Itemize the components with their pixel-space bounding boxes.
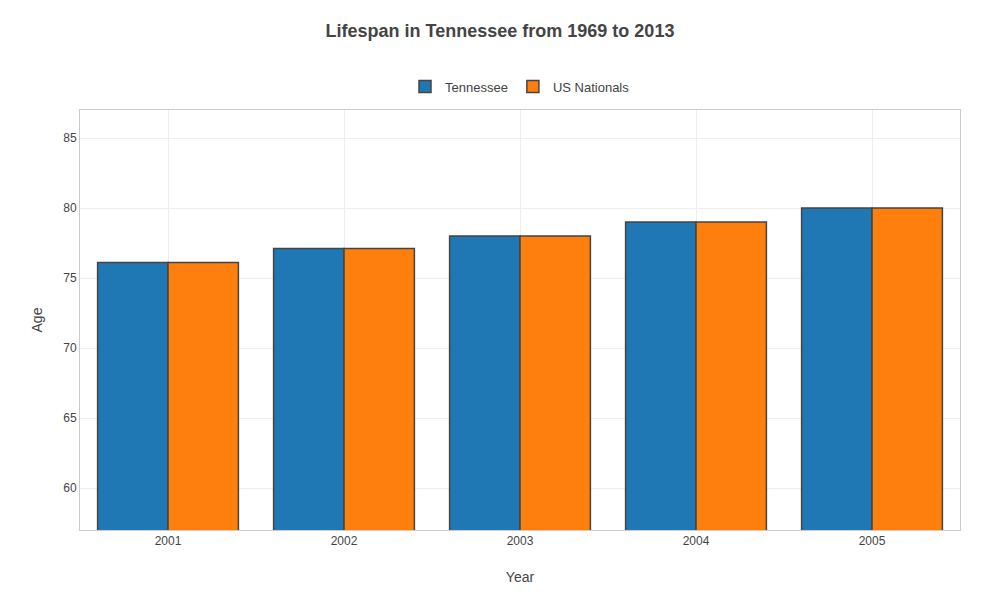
svg-text:Tennessee: Tennessee	[445, 80, 508, 95]
svg-text:2003: 2003	[507, 534, 534, 548]
svg-text:70: 70	[63, 341, 77, 355]
svg-text:80: 80	[63, 201, 77, 215]
svg-text:Lifespan in Tennessee from 196: Lifespan in Tennessee from 1969 to 2013	[326, 21, 675, 41]
svg-text:75: 75	[63, 271, 77, 285]
svg-text:Year: Year	[506, 569, 535, 585]
svg-text:2002: 2002	[331, 534, 358, 548]
svg-text:65: 65	[63, 411, 77, 425]
svg-text:2005: 2005	[859, 534, 886, 548]
svg-text:2001: 2001	[155, 534, 182, 548]
svg-text:US Nationals: US Nationals	[553, 80, 629, 95]
svg-text:85: 85	[63, 131, 77, 145]
svg-text:2004: 2004	[683, 534, 710, 548]
svg-text:Age: Age	[29, 307, 45, 332]
svg-text:60: 60	[63, 481, 77, 495]
